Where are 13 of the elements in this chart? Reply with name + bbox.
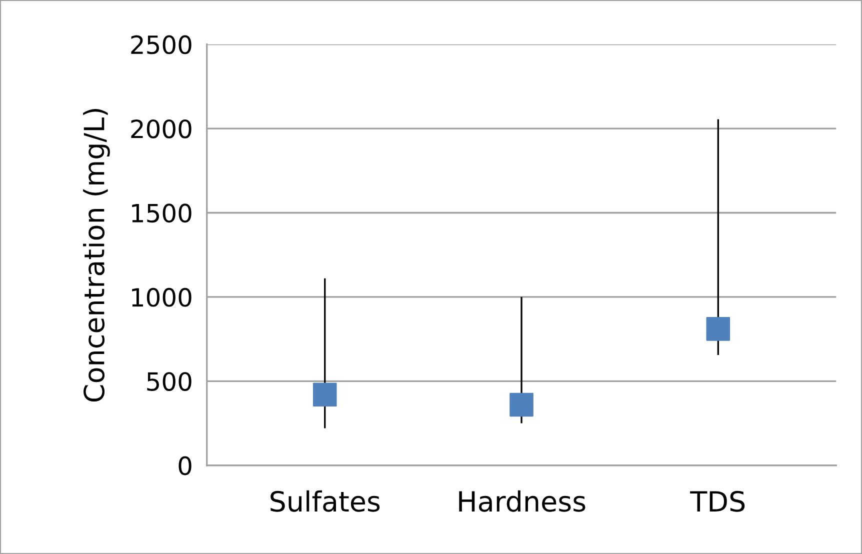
x-tick-label: Hardness (459, 490, 586, 512)
y-tick-label: 2500 (131, 35, 192, 54)
y-tick-label: 1500 (132, 204, 192, 223)
x-tick-label: TDS (690, 490, 745, 512)
point (706, 317, 730, 341)
point (312, 382, 337, 407)
y-tick-label: 2000 (131, 119, 192, 138)
y-tick-label: 0 (178, 456, 192, 476)
y-tick-label: 1000 (132, 288, 192, 307)
point (510, 392, 534, 417)
y-tick-label: 500 (147, 372, 192, 392)
x-tick-label: Sulfates (270, 490, 380, 512)
y-axis-title: Concentration (mg/L) (83, 108, 110, 402)
